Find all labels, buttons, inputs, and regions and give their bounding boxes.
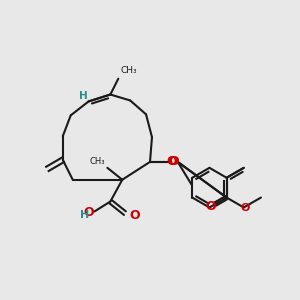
Text: CH₃: CH₃ xyxy=(120,66,137,75)
Text: O: O xyxy=(129,209,140,222)
Text: O: O xyxy=(240,203,249,214)
Text: O: O xyxy=(83,206,94,219)
Text: CH₃: CH₃ xyxy=(90,157,105,166)
Text: O: O xyxy=(167,155,177,168)
Text: O: O xyxy=(205,200,216,214)
Text: H: H xyxy=(79,91,88,100)
Text: O: O xyxy=(169,155,179,168)
Text: H: H xyxy=(80,210,89,220)
